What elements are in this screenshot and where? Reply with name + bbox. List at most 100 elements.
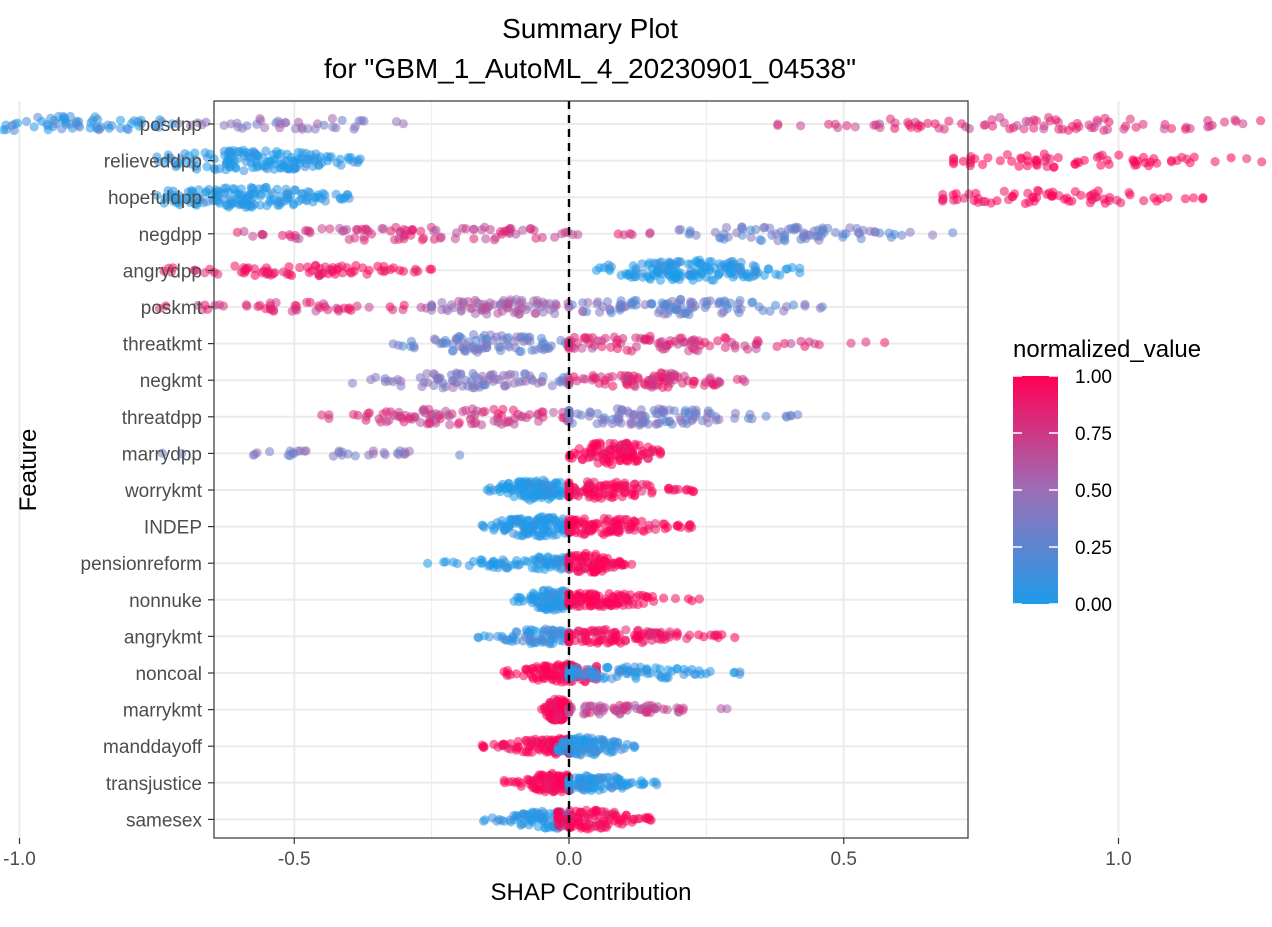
shap-point bbox=[495, 487, 505, 497]
shap-point bbox=[622, 739, 632, 750]
shap-point bbox=[502, 562, 512, 572]
shap-point bbox=[200, 268, 210, 278]
shap-point bbox=[958, 156, 969, 166]
shap-point bbox=[445, 420, 455, 430]
shap-point bbox=[300, 446, 310, 456]
feature-points-posdpp bbox=[0, 111, 1266, 136]
shap-point bbox=[304, 226, 315, 236]
shap-point bbox=[987, 115, 997, 125]
shap-point bbox=[600, 415, 610, 425]
shap-point bbox=[593, 564, 603, 575]
shap-point bbox=[429, 226, 439, 236]
shap-point bbox=[1004, 195, 1014, 205]
shap-point bbox=[177, 448, 187, 459]
shap-point bbox=[621, 810, 631, 820]
shap-point bbox=[669, 406, 680, 416]
shap-point bbox=[419, 377, 429, 387]
shap-point bbox=[522, 738, 532, 749]
shap-point bbox=[205, 149, 215, 159]
feature-points-negdpp bbox=[232, 222, 958, 246]
shap-point bbox=[301, 195, 311, 205]
shap-point bbox=[642, 707, 653, 717]
shap-point bbox=[685, 630, 695, 640]
shap-point bbox=[520, 632, 530, 642]
shap-point bbox=[337, 115, 347, 125]
shap-point bbox=[284, 262, 294, 272]
shap-point bbox=[534, 809, 544, 819]
shap-point bbox=[510, 559, 520, 569]
shap-point bbox=[323, 305, 333, 315]
shap-point bbox=[517, 295, 527, 305]
shap-point bbox=[537, 232, 548, 243]
shap-point bbox=[489, 300, 499, 310]
shap-point bbox=[545, 299, 555, 309]
shap-point bbox=[842, 121, 852, 131]
shap-point bbox=[1021, 116, 1031, 126]
shap-point bbox=[617, 783, 627, 793]
shap-point bbox=[260, 123, 270, 133]
feature-label-samesex: samesex bbox=[126, 810, 203, 831]
shap-point bbox=[588, 519, 598, 529]
shap-point bbox=[176, 154, 186, 164]
shap-point bbox=[593, 408, 603, 419]
shap-point bbox=[592, 419, 602, 429]
shap-point bbox=[830, 227, 841, 238]
shap-point bbox=[537, 555, 547, 566]
shap-point bbox=[157, 448, 167, 458]
shap-point bbox=[406, 336, 416, 346]
shap-point bbox=[232, 227, 242, 237]
shap-point bbox=[620, 374, 630, 384]
shap-point bbox=[603, 663, 613, 673]
shap-point bbox=[37, 116, 47, 126]
shap-point bbox=[95, 124, 105, 134]
shap-point bbox=[934, 123, 944, 133]
shap-point bbox=[467, 380, 478, 390]
shap-point bbox=[603, 260, 614, 270]
shap-point bbox=[582, 592, 592, 603]
shap-point bbox=[1024, 197, 1034, 207]
shap-point bbox=[517, 411, 527, 421]
shap-point bbox=[223, 187, 233, 197]
shap-point bbox=[817, 226, 827, 236]
shap-point bbox=[983, 153, 993, 163]
shap-point bbox=[127, 118, 137, 129]
shap-point bbox=[404, 414, 414, 424]
shap-point bbox=[641, 592, 651, 602]
shap-point bbox=[1033, 185, 1043, 195]
shap-point bbox=[1129, 156, 1139, 166]
shap-point bbox=[1044, 112, 1054, 123]
shap-point bbox=[798, 232, 808, 242]
shap-point bbox=[255, 200, 265, 210]
shap-point bbox=[928, 230, 938, 240]
shap-point bbox=[572, 601, 582, 612]
shap-point bbox=[626, 419, 636, 429]
shap-point bbox=[850, 122, 860, 132]
shap-point bbox=[213, 269, 223, 279]
shap-point bbox=[793, 410, 803, 420]
shap-point bbox=[539, 480, 549, 490]
shap-point bbox=[773, 120, 783, 130]
legend-tick-label: 0.75 bbox=[1075, 424, 1112, 445]
feature-label-noncoal: noncoal bbox=[135, 664, 202, 685]
shap-point bbox=[319, 120, 329, 130]
shap-point bbox=[500, 381, 510, 391]
shap-point bbox=[435, 373, 445, 383]
shap-point bbox=[171, 192, 181, 202]
shap-point bbox=[493, 417, 503, 427]
shap-point bbox=[743, 344, 753, 354]
shap-point bbox=[693, 346, 703, 356]
shap-point bbox=[379, 267, 389, 277]
feature-points-negkmt bbox=[347, 368, 750, 393]
shap-point bbox=[890, 123, 900, 133]
shap-point bbox=[605, 814, 615, 825]
shap-point bbox=[305, 297, 315, 307]
shap-point bbox=[648, 777, 658, 787]
shap-point bbox=[708, 379, 718, 389]
shap-point bbox=[429, 334, 439, 344]
shap-point bbox=[639, 778, 649, 788]
shap-point bbox=[501, 635, 511, 645]
shap-point bbox=[1188, 193, 1199, 203]
shap-point bbox=[585, 407, 595, 417]
shap-point bbox=[630, 269, 640, 279]
shap-point bbox=[614, 455, 624, 465]
